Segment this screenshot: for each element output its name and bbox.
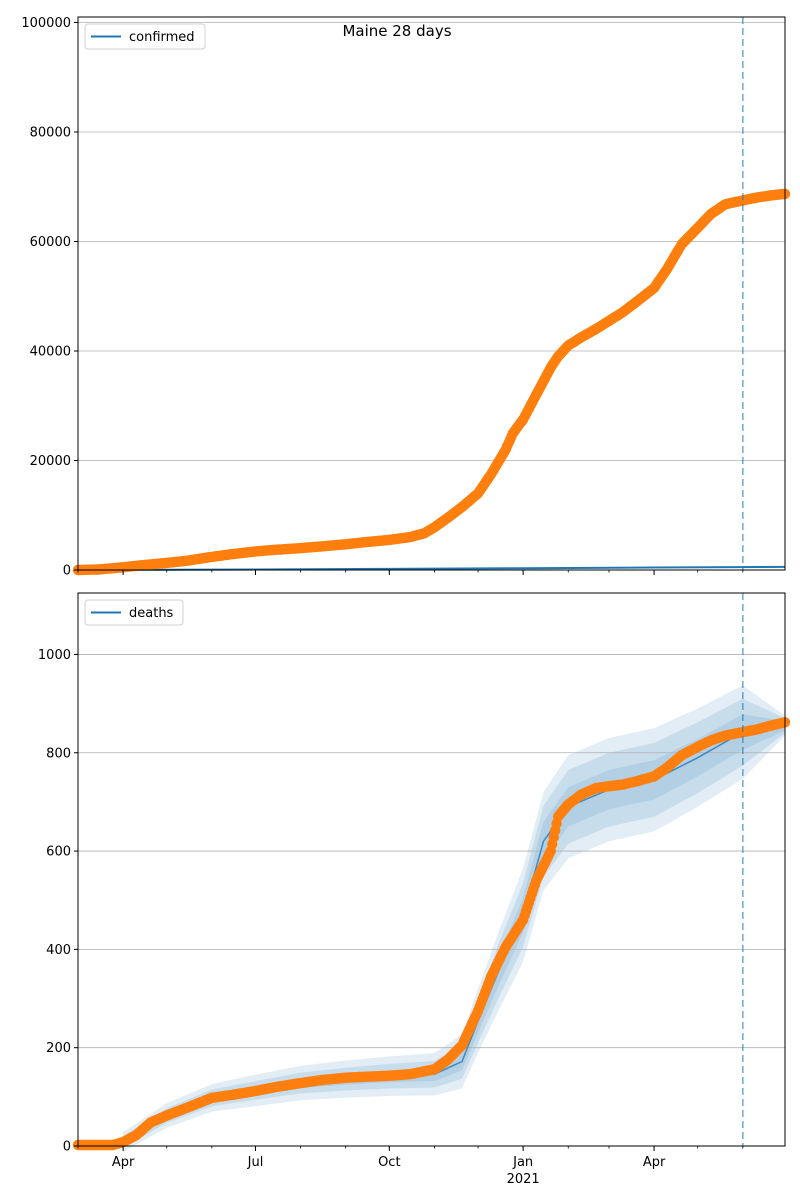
y-tick-label: 100000 [21,16,71,31]
legend-label-deaths: deaths [129,606,174,621]
y-tick-label: 20000 [30,454,71,469]
uncertainty-band-middle [123,698,786,1148]
y-tick-label: 400 [46,943,71,958]
y-tick-label: 60000 [30,235,71,250]
y-tick-label: 0 [63,1140,71,1155]
legend: confirmed [84,23,206,50]
legend-box [84,23,206,50]
x-tick-label: Jul [247,1155,264,1170]
legend-box [84,599,184,626]
legend: deaths [84,599,184,626]
axes-frame [77,16,786,571]
x-tick-label: Apr [643,1155,666,1170]
y-tick-label: 40000 [30,344,71,359]
x-year-label: 2021 [507,1172,540,1187]
y-tick-label: 200 [46,1041,71,1056]
confirmed-panel: 0 20000 40000 60000 80000 100000 confirmed [21,16,791,579]
x-tick-label: Oct [378,1155,400,1170]
y-tick-label: 1000 [38,648,71,663]
y-tick-label: 80000 [30,125,71,140]
axes-frame [77,592,786,1147]
chart-title: Maine 28 days [342,22,451,40]
x-tick-label: Apr [112,1155,135,1170]
uncertainty-band-outer [123,685,786,1152]
legend-label-confirmed: confirmed [129,30,195,45]
y-tick-label: 600 [46,845,71,860]
x-tick-label: Jan [512,1155,533,1170]
deaths-panel: 0 200 400 600 800 1000 Apr Jul Oct Jan Apr deaths… [38,592,791,1187]
y-tick-label: 800 [46,746,71,761]
y-tick-label: 0 [63,564,71,579]
